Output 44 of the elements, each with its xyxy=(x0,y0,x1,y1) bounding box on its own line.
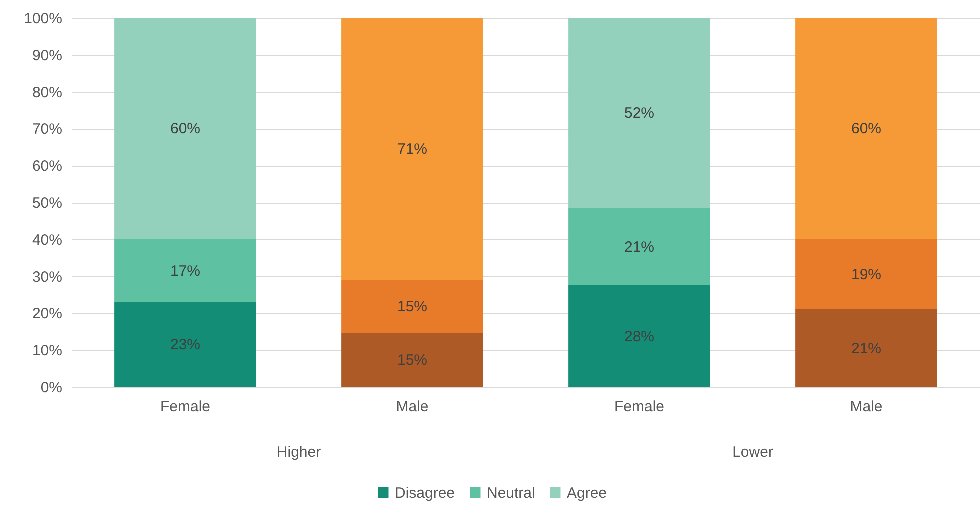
x-tick-label: Female xyxy=(614,398,665,416)
bar xyxy=(342,333,484,387)
data-label: 15% xyxy=(397,298,428,316)
y-tick-label: 50% xyxy=(32,195,62,212)
y-tick-label: 100% xyxy=(24,10,62,28)
y-tick-label: 20% xyxy=(32,306,62,323)
x-tick-label: Female xyxy=(160,398,211,416)
legend-label: Disagree xyxy=(395,484,456,502)
data-label: 17% xyxy=(170,262,201,280)
legend-label: Agree xyxy=(567,484,608,502)
x-tick-label: Male xyxy=(396,398,429,416)
y-tick-label: 80% xyxy=(32,84,62,102)
bar xyxy=(114,302,256,387)
data-label: 15% xyxy=(397,352,428,370)
text: Lower xyxy=(732,444,774,461)
y-tick-label: 0% xyxy=(40,380,62,396)
legend-label: Neutral xyxy=(487,484,536,502)
y-tick-label: 10% xyxy=(32,342,62,360)
bar xyxy=(796,310,938,387)
text: Higher xyxy=(276,444,322,461)
y-tick-label: 40% xyxy=(32,232,62,249)
y-tick-label: 90% xyxy=(32,47,62,64)
bar xyxy=(568,208,710,286)
y-tick-label: 70% xyxy=(32,121,62,138)
data-label: 60% xyxy=(851,120,882,138)
bar xyxy=(342,280,484,334)
bar xyxy=(114,18,256,240)
data-label: 21% xyxy=(624,238,655,256)
data-label: 60% xyxy=(170,120,201,138)
data-label: 21% xyxy=(851,340,882,358)
y-tick-label: 30% xyxy=(32,268,62,286)
x-tick-label: Male xyxy=(850,398,883,416)
bar xyxy=(568,286,710,387)
data-label: 23% xyxy=(170,336,201,354)
bar xyxy=(796,18,938,240)
data-label: 71% xyxy=(397,140,428,158)
data-label: 52% xyxy=(624,105,655,122)
y-tick-label: 60% xyxy=(32,158,62,176)
bar xyxy=(568,18,710,208)
data-label: 28% xyxy=(624,328,655,346)
bar xyxy=(342,18,484,280)
bar xyxy=(796,239,938,310)
data-label: 19% xyxy=(851,266,882,284)
bar xyxy=(114,239,256,302)
